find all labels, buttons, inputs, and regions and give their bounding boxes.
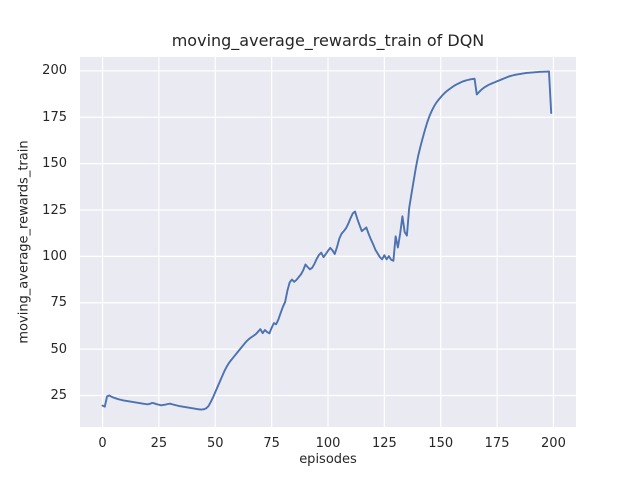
reward-curve [101, 70, 553, 411]
x-tick-label: 150 [428, 436, 454, 451]
plot-area [80, 57, 576, 427]
x-tick-label: 175 [484, 436, 510, 451]
y-tick-label: 200 [42, 63, 67, 79]
x-tick-label: 125 [371, 436, 397, 451]
x-tick-label: 50 [206, 436, 224, 451]
y-tick-label: 100 [42, 248, 67, 264]
chart-title: moving_average_rewards_train of DQN [171, 31, 485, 50]
x-tick-label: 25 [150, 436, 168, 451]
y-tick-label: 50 [50, 341, 67, 357]
y-tick-label: 25 [50, 387, 67, 403]
x-tick-label: 200 [541, 436, 566, 451]
line-plot-canvas [80, 57, 576, 427]
y-tick-label: 150 [42, 156, 67, 172]
y-tick-label: 75 [50, 295, 67, 311]
x-tick-label: 100 [315, 436, 341, 451]
y-tick-label: 175 [42, 109, 67, 125]
x-tick-label: 0 [98, 436, 107, 451]
y-tick-label: 125 [42, 202, 67, 218]
x-tick-label: 75 [263, 436, 280, 451]
x-axis-label: episodes [299, 452, 357, 467]
